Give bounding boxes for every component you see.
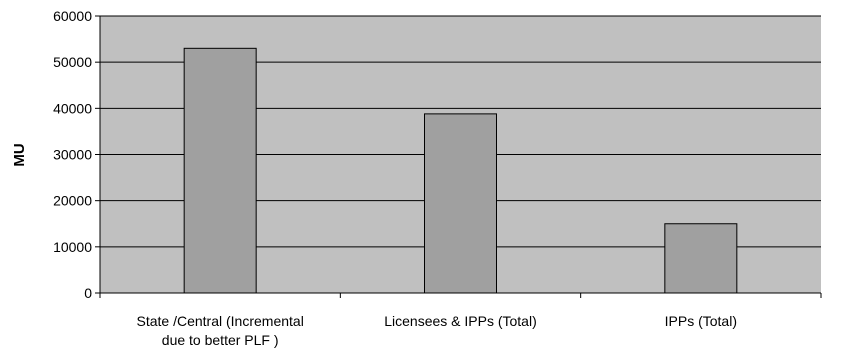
bar-group <box>183 47 738 294</box>
y-tick-label: 30000 <box>53 147 92 163</box>
x-tick-label: Licensees & IPPs (Total) <box>384 313 537 329</box>
x-tick-label: State /Central (Incremental due to better… <box>137 313 304 348</box>
bar <box>664 223 738 294</box>
x-tick-label: IPPs (Total) <box>665 313 737 329</box>
y-tick-label: 0 <box>84 285 92 301</box>
y-tick-label: 10000 <box>53 239 92 255</box>
axes <box>95 15 822 298</box>
y-tick-label: 40000 <box>53 100 92 116</box>
bar <box>424 113 497 294</box>
y-tick-label: 60000 <box>53 8 92 24</box>
y-axis-title: MU <box>11 143 28 166</box>
y-tick-labels: 0 10000 20000 30000 40000 50000 60000 <box>53 8 92 301</box>
bar <box>183 47 257 294</box>
y-tick-label: 20000 <box>53 193 92 209</box>
y-tick-label: 50000 <box>53 54 92 70</box>
x-tick-labels: State /Central (Incremental due to better… <box>137 313 737 348</box>
